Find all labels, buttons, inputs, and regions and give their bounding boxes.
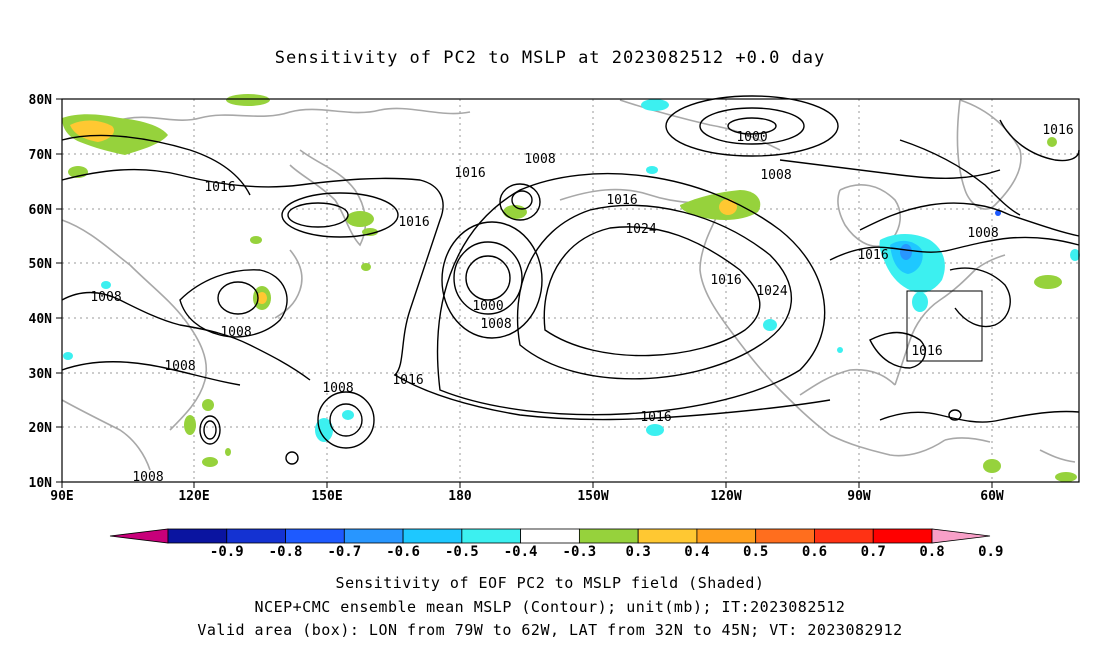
contour-label: 1024: [625, 222, 656, 237]
colorbar-tick-label: 0.7: [861, 544, 886, 560]
contour-label: 1008: [524, 152, 555, 167]
lat-label: 70N: [29, 148, 53, 163]
colorbar-swatch: [226, 528, 286, 544]
lat-label: 30N: [29, 367, 53, 382]
contour-label: 1008: [164, 359, 195, 374]
colorbar-left-arrow: [109, 528, 169, 544]
lat-label: 20N: [29, 421, 53, 436]
lat-label: 10N: [29, 476, 53, 491]
contour-label: 1016: [857, 248, 888, 263]
lon-label: 60W: [980, 489, 1004, 504]
contour-label: 1008: [132, 470, 163, 485]
lat-label: 40N: [29, 312, 53, 327]
axis-ticks: [56, 98, 993, 488]
footer-line-1: Sensitivity of EOF PC2 to MSLP field (Sh…: [335, 574, 765, 592]
contour-label: 1024: [756, 284, 787, 299]
contour-label: 1008: [967, 226, 998, 241]
colorbar-swatch: [872, 528, 933, 544]
colorbar-labels: -0.9 -0.8 -0.7 -0.6 -0.5 -0.4 -0.3 0.3 0.4 0.5 0.6…: [210, 544, 1004, 560]
contour-label: 1016: [640, 410, 671, 425]
lon-label: 120E: [178, 489, 209, 504]
lat-label: 50N: [29, 257, 53, 272]
contour-label: 1008: [480, 317, 511, 332]
footer-line-3: Valid area (box): LON from 79W to 62W, L…: [197, 621, 903, 639]
colorbar-swatch: [402, 528, 463, 544]
lon-label: 120W: [710, 489, 741, 504]
colorbar-tick-label: -0.4: [504, 544, 538, 560]
colorbar-swatch: [520, 528, 580, 544]
contour-label: 1016: [398, 215, 429, 230]
contour-label: 1016: [392, 373, 423, 388]
longitude-labels: 90E 120E 150E 180 150W 120W 90W 60W: [50, 489, 1004, 504]
lon-label: 150W: [577, 489, 608, 504]
colorbar-tick-label: 0.5: [743, 544, 768, 560]
sensitivity-shading: [62, 94, 1080, 482]
colorbar-tick-label: -0.5: [445, 544, 479, 560]
chart-title: Sensitivity of PC2 to MSLP at 2023082512…: [274, 48, 826, 68]
colorbar-swatch: [343, 528, 404, 544]
lat-label: 60N: [29, 203, 53, 218]
plot-frame: [61, 98, 1080, 483]
colorbar-swatch: [461, 528, 522, 544]
colorbar-swatch: [696, 528, 757, 544]
colorbar-tick-label: 0.8: [919, 544, 944, 560]
colorbar-tick-label: 0.6: [802, 544, 827, 560]
contour-label: 1016: [710, 273, 741, 288]
footer-line-2: NCEP+CMC ensemble mean MSLP (Contour); u…: [254, 598, 846, 616]
contour-label: 1000: [472, 299, 503, 314]
colorbar-tick-label: -0.3: [563, 544, 597, 560]
contour-label: 1008: [220, 325, 251, 340]
mslp-contours: [61, 95, 1080, 465]
colorbar-swatch: [167, 528, 228, 544]
colorbar-tick-label: 0.3: [626, 544, 651, 560]
colorbar-tick-label: -0.8: [269, 544, 303, 560]
lon-label: 150E: [311, 489, 342, 504]
colorbar-tick-label: -0.7: [327, 544, 361, 560]
contour-label: 1016: [1042, 123, 1073, 138]
contour-label: 1008: [322, 381, 353, 396]
colorbar-tick-label: 0.9: [978, 544, 1003, 560]
colorbar: [109, 528, 991, 544]
colorbar-swatch: [637, 528, 698, 544]
contour-label: 1016: [911, 344, 942, 359]
contour-label: 1008: [90, 290, 121, 305]
contour-label: 1000: [736, 130, 767, 145]
colorbar-right-arrow: [931, 528, 991, 544]
latitude-labels: 80N 70N 60N 50N 40N 30N 20N 10N: [29, 93, 53, 491]
coastlines: [61, 99, 1076, 471]
lon-label: 90E: [50, 489, 73, 504]
colorbar-swatch: [285, 528, 345, 544]
valid-area-box: [906, 290, 983, 362]
colorbar-tick-label: -0.9: [210, 544, 244, 560]
colorbar-tick-label: -0.6: [386, 544, 420, 560]
colorbar-tick-label: 0.4: [684, 544, 709, 560]
colorbar-swatch: [755, 528, 815, 544]
lon-label: 90W: [847, 489, 871, 504]
colorbar-swatch: [578, 528, 639, 544]
colorbar-swatch: [814, 528, 874, 544]
contour-label: 1016: [454, 166, 485, 181]
contour-labels: 1000 1016 1008 1016 1016 1008 1016 1016 …: [90, 123, 1073, 485]
contour-label: 1016: [204, 180, 235, 195]
lon-label: 180: [448, 489, 472, 504]
contour-label: 1016: [606, 193, 637, 208]
lat-label: 80N: [29, 93, 53, 108]
contour-label: 1008: [760, 168, 791, 183]
